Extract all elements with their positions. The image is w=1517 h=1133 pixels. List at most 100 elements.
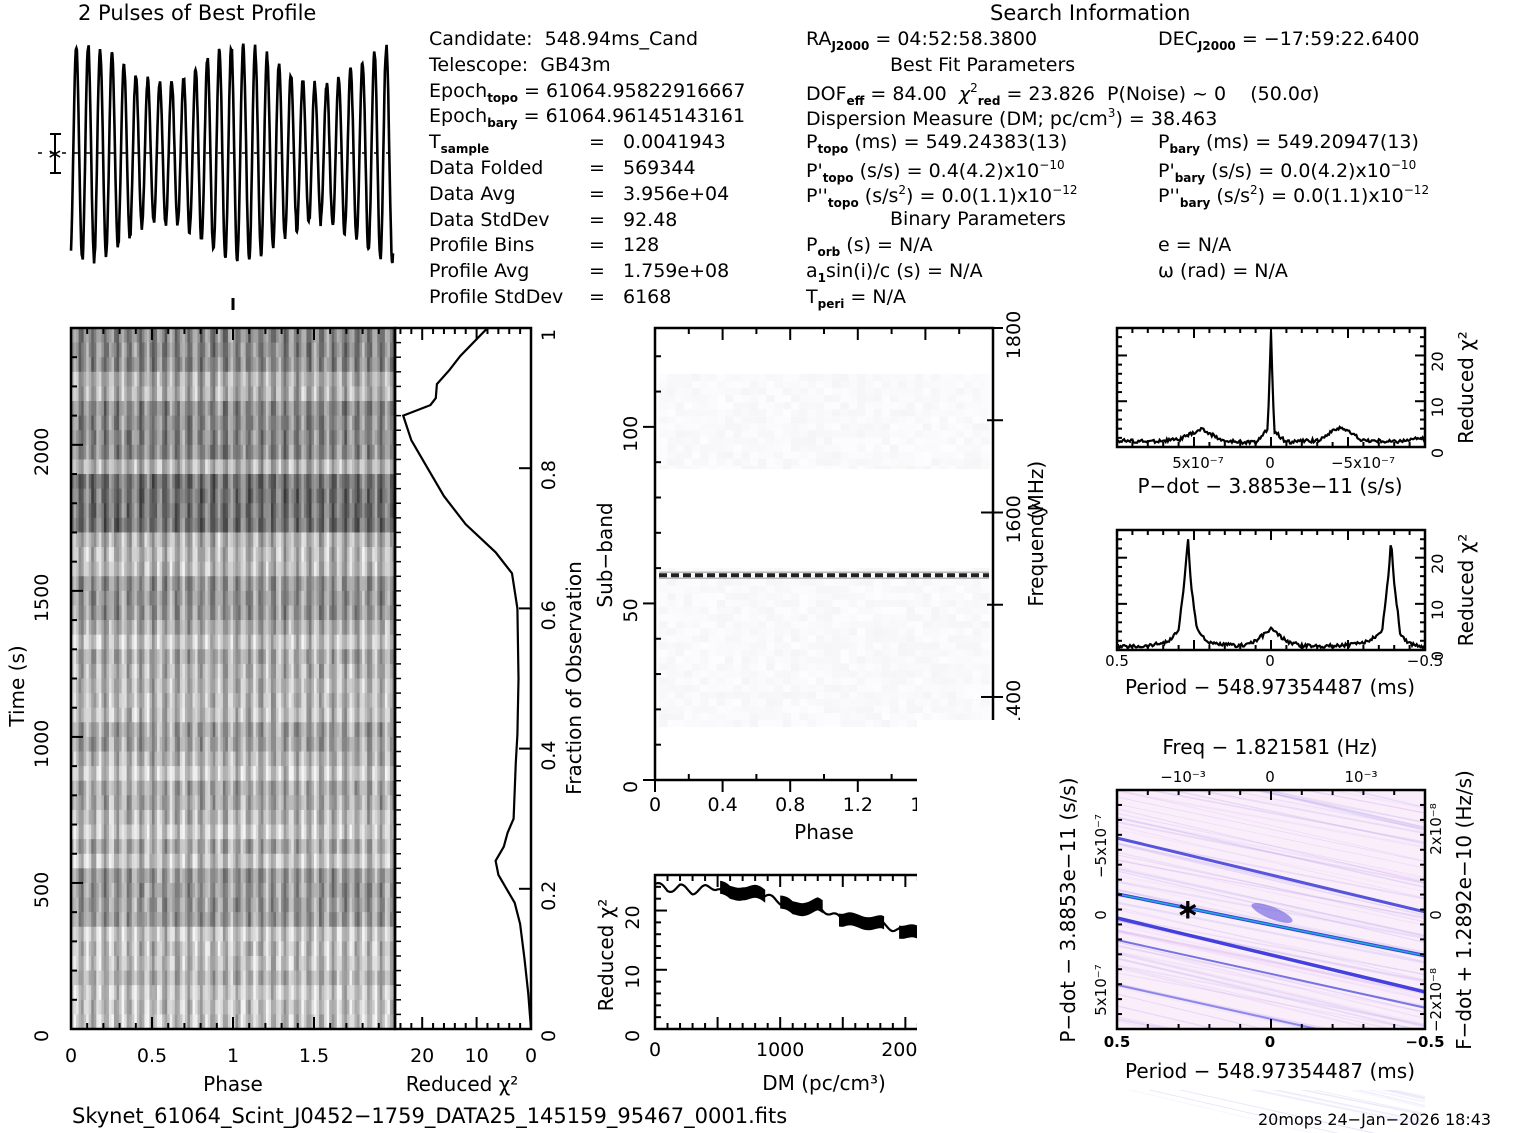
heatmap-cell	[141, 634, 146, 650]
heatmap-cell	[81, 853, 85, 869]
heatmap-cell	[182, 386, 186, 402]
heatmap-cell	[357, 561, 361, 577]
heatmap-cell	[169, 503, 173, 519]
heatmap-cell	[281, 605, 285, 621]
heatmap-cell	[205, 853, 209, 869]
heatmap-cell	[134, 386, 138, 402]
heatmap-cell	[225, 386, 229, 402]
heatmap-cell	[263, 605, 267, 621]
heatmap-cell	[81, 809, 85, 826]
heatmap-cell	[86, 503, 90, 519]
heatmap-cell	[314, 488, 318, 504]
heatmap-cell	[202, 634, 206, 650]
heatmap-cell	[207, 736, 211, 753]
heatmap-cell	[276, 795, 280, 811]
heatmap-cell	[149, 736, 153, 753]
heatmap-cell	[354, 620, 358, 636]
heatmap-cell	[258, 634, 262, 650]
heatmap-cell	[93, 328, 97, 344]
heatmap-cell	[253, 605, 257, 621]
heatmap-cell	[288, 401, 292, 417]
heatmap-cell	[197, 415, 201, 431]
heatmap-cell	[253, 371, 257, 388]
heatmap-cell	[336, 532, 340, 548]
heatmap-cell	[141, 415, 146, 431]
heatmap-cell	[354, 444, 358, 461]
heatmap-cell	[303, 342, 308, 358]
heatmap-cell	[189, 722, 194, 738]
heatmap-cell	[288, 371, 292, 388]
heatmap-cell	[316, 751, 320, 767]
heatmap-cell	[210, 371, 214, 388]
heatmap-cell	[86, 371, 90, 388]
heatmap-cell	[248, 474, 252, 490]
heatmap-cell	[324, 649, 328, 665]
heatmap-cell	[344, 459, 348, 475]
heatmap-cell	[387, 707, 391, 723]
heatmap-cell	[387, 517, 391, 534]
heatmap-cell	[255, 357, 259, 373]
heatmap-cell	[324, 780, 328, 796]
heatmap-cell	[245, 415, 249, 431]
heatmap-cell	[225, 401, 229, 417]
heatmap-cell	[174, 809, 178, 826]
heatmap-cell	[374, 839, 378, 855]
heatmap-cell	[81, 620, 85, 636]
heatmap-cell	[379, 517, 383, 534]
heatmap-cell	[346, 561, 351, 577]
heatmap-cell	[253, 824, 257, 840]
ptopo-sub: topo	[817, 142, 849, 156]
heatmap-cell	[88, 634, 92, 650]
heatmap-cell	[227, 488, 232, 504]
heatmap-cell	[351, 868, 356, 884]
heatmap-cell	[146, 766, 151, 782]
heatmap-cell	[265, 809, 270, 826]
heatmap-cell	[321, 707, 325, 723]
chi-sup: 2	[970, 81, 978, 95]
heatmap-cell	[101, 649, 105, 665]
heatmap-cell	[220, 517, 224, 534]
heatmap-cell	[164, 532, 168, 548]
heatmap-cell	[124, 547, 128, 563]
heatmap-cell	[364, 474, 368, 490]
heatmap-cell	[357, 430, 361, 446]
heatmap-cell	[374, 736, 378, 753]
heatmap-cell	[108, 736, 113, 753]
heatmap-cell	[222, 328, 227, 344]
heatmap-cell	[321, 342, 325, 358]
heatmap-cell	[296, 430, 300, 446]
heatmap-cell	[258, 868, 262, 884]
heatmap-cell	[316, 386, 320, 402]
heatmap-cell	[283, 576, 287, 592]
heatmap-cell	[359, 824, 363, 840]
heatmap-cell	[164, 620, 168, 636]
heatmap-cell	[144, 415, 148, 431]
heatmap-cell	[240, 517, 244, 534]
heatmap-cell	[91, 590, 95, 607]
heatmap-cell	[278, 649, 282, 665]
heatmap-cell	[341, 649, 345, 665]
heatmap-cell	[83, 459, 87, 475]
info-value: 3.956e+04	[623, 182, 730, 205]
heatmap-cell	[189, 780, 194, 796]
heatmap-cell	[334, 839, 338, 855]
heatmap-cell	[359, 868, 363, 884]
heatmap-cell	[187, 415, 191, 431]
heatmap-cell	[154, 444, 158, 461]
heatmap-cell	[276, 386, 280, 402]
heatmap-cell	[146, 444, 151, 461]
heatmap-cell	[316, 532, 320, 548]
heatmap-cell	[129, 576, 133, 592]
heatmap-cell	[263, 430, 267, 446]
heatmap-cell	[319, 415, 323, 431]
heatmap-cell	[382, 590, 386, 607]
heatmap-cell	[227, 386, 232, 402]
heatmap-cell	[321, 474, 325, 490]
heatmap-cell	[179, 532, 183, 548]
heatmap-cell	[83, 357, 87, 373]
heatmap-cell	[276, 401, 280, 417]
heatmap-cell	[324, 824, 328, 840]
heatmap-cell	[78, 532, 82, 548]
heatmap-cell	[129, 488, 133, 504]
heatmap-cell	[192, 853, 196, 869]
